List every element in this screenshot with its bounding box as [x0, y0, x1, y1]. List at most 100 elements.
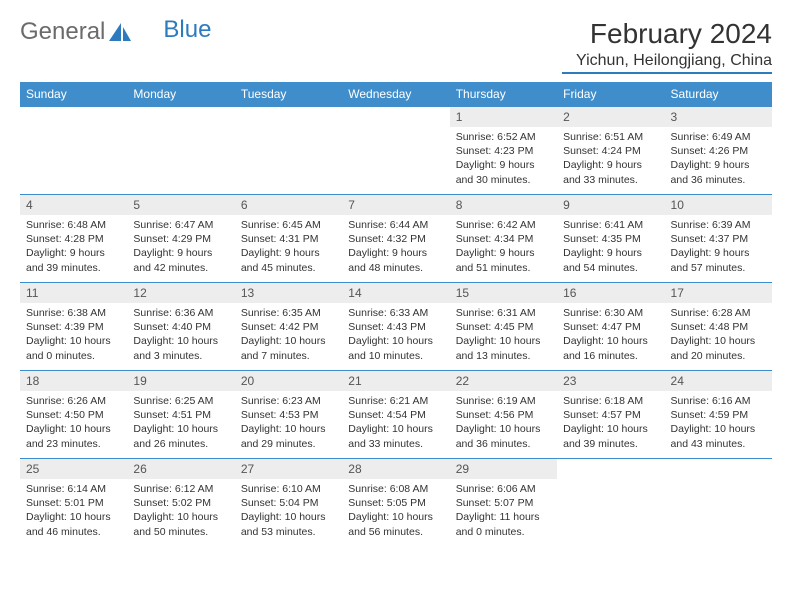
calendar-day: .. — [557, 459, 664, 547]
day-number: 19 — [127, 371, 234, 391]
day-number: 5 — [127, 195, 234, 215]
day-data: Sunrise: 6:51 AMSunset: 4:24 PMDaylight:… — [557, 127, 664, 192]
calendar-body: ........1Sunrise: 6:52 AMSunset: 4:23 PM… — [20, 107, 772, 547]
calendar-day: .. — [342, 107, 449, 195]
day-number: 18 — [20, 371, 127, 391]
day-header: Wednesday — [342, 82, 449, 107]
calendar-day: 3Sunrise: 6:49 AMSunset: 4:26 PMDaylight… — [665, 107, 772, 195]
calendar-day: 9Sunrise: 6:41 AMSunset: 4:35 PMDaylight… — [557, 195, 664, 283]
day-number: 15 — [450, 283, 557, 303]
day-header: Tuesday — [235, 82, 342, 107]
day-data: Sunrise: 6:08 AMSunset: 5:05 PMDaylight:… — [342, 479, 449, 544]
day-number: 2 — [557, 107, 664, 127]
calendar-day: 2Sunrise: 6:51 AMSunset: 4:24 PMDaylight… — [557, 107, 664, 195]
day-number: 1 — [450, 107, 557, 127]
day-number: 24 — [665, 371, 772, 391]
calendar-day: 24Sunrise: 6:16 AMSunset: 4:59 PMDayligh… — [665, 371, 772, 459]
day-data: Sunrise: 6:36 AMSunset: 4:40 PMDaylight:… — [127, 303, 234, 368]
day-number: 14 — [342, 283, 449, 303]
day-data: Sunrise: 6:30 AMSunset: 4:47 PMDaylight:… — [557, 303, 664, 368]
page-header: General Blue February 2024 Yichun, Heilo… — [20, 18, 772, 74]
day-number: 13 — [235, 283, 342, 303]
day-number: 6 — [235, 195, 342, 215]
calendar-day: 27Sunrise: 6:10 AMSunset: 5:04 PMDayligh… — [235, 459, 342, 547]
calendar-day: 10Sunrise: 6:39 AMSunset: 4:37 PMDayligh… — [665, 195, 772, 283]
day-number: 28 — [342, 459, 449, 479]
calendar-day: .. — [20, 107, 127, 195]
logo: General Blue — [20, 18, 211, 46]
day-number: 12 — [127, 283, 234, 303]
calendar-table: SundayMondayTuesdayWednesdayThursdayFrid… — [20, 82, 772, 547]
calendar-day: 13Sunrise: 6:35 AMSunset: 4:42 PMDayligh… — [235, 283, 342, 371]
day-data: Sunrise: 6:47 AMSunset: 4:29 PMDaylight:… — [127, 215, 234, 280]
calendar-day: .. — [235, 107, 342, 195]
day-number: 7 — [342, 195, 449, 215]
day-data: Sunrise: 6:41 AMSunset: 4:35 PMDaylight:… — [557, 215, 664, 280]
calendar-week: 11Sunrise: 6:38 AMSunset: 4:39 PMDayligh… — [20, 283, 772, 371]
calendar-day: 8Sunrise: 6:42 AMSunset: 4:34 PMDaylight… — [450, 195, 557, 283]
day-number: 8 — [450, 195, 557, 215]
calendar-day: 28Sunrise: 6:08 AMSunset: 5:05 PMDayligh… — [342, 459, 449, 547]
day-data: Sunrise: 6:18 AMSunset: 4:57 PMDaylight:… — [557, 391, 664, 456]
calendar-day: 22Sunrise: 6:19 AMSunset: 4:56 PMDayligh… — [450, 371, 557, 459]
day-number: 22 — [450, 371, 557, 391]
calendar-day: 12Sunrise: 6:36 AMSunset: 4:40 PMDayligh… — [127, 283, 234, 371]
day-number: 4 — [20, 195, 127, 215]
calendar-day: 1Sunrise: 6:52 AMSunset: 4:23 PMDaylight… — [450, 107, 557, 195]
day-data: Sunrise: 6:48 AMSunset: 4:28 PMDaylight:… — [20, 215, 127, 280]
day-data: Sunrise: 6:25 AMSunset: 4:51 PMDaylight:… — [127, 391, 234, 456]
day-number: 21 — [342, 371, 449, 391]
day-data: Sunrise: 6:16 AMSunset: 4:59 PMDaylight:… — [665, 391, 772, 456]
title-underline — [562, 72, 772, 74]
logo-text1: General — [20, 18, 105, 46]
calendar-day: 21Sunrise: 6:21 AMSunset: 4:54 PMDayligh… — [342, 371, 449, 459]
day-data: Sunrise: 6:49 AMSunset: 4:26 PMDaylight:… — [665, 127, 772, 192]
calendar-day: 17Sunrise: 6:28 AMSunset: 4:48 PMDayligh… — [665, 283, 772, 371]
day-data: Sunrise: 6:44 AMSunset: 4:32 PMDaylight:… — [342, 215, 449, 280]
day-data: Sunrise: 6:21 AMSunset: 4:54 PMDaylight:… — [342, 391, 449, 456]
calendar-day: 20Sunrise: 6:23 AMSunset: 4:53 PMDayligh… — [235, 371, 342, 459]
day-number: 17 — [665, 283, 772, 303]
calendar-day: 29Sunrise: 6:06 AMSunset: 5:07 PMDayligh… — [450, 459, 557, 547]
day-number: 11 — [20, 283, 127, 303]
calendar-week: 25Sunrise: 6:14 AMSunset: 5:01 PMDayligh… — [20, 459, 772, 547]
day-header: Thursday — [450, 82, 557, 107]
day-data: Sunrise: 6:26 AMSunset: 4:50 PMDaylight:… — [20, 391, 127, 456]
calendar-day: 6Sunrise: 6:45 AMSunset: 4:31 PMDaylight… — [235, 195, 342, 283]
day-header: Friday — [557, 82, 664, 107]
day-header: Sunday — [20, 82, 127, 107]
day-header: Saturday — [665, 82, 772, 107]
calendar-day: 4Sunrise: 6:48 AMSunset: 4:28 PMDaylight… — [20, 195, 127, 283]
day-data: Sunrise: 6:38 AMSunset: 4:39 PMDaylight:… — [20, 303, 127, 368]
calendar-day: 5Sunrise: 6:47 AMSunset: 4:29 PMDaylight… — [127, 195, 234, 283]
day-number: 29 — [450, 459, 557, 479]
day-number: 20 — [235, 371, 342, 391]
day-data: Sunrise: 6:19 AMSunset: 4:56 PMDaylight:… — [450, 391, 557, 456]
day-number: 10 — [665, 195, 772, 215]
logo-text2: Blue — [163, 16, 211, 44]
calendar-day: 25Sunrise: 6:14 AMSunset: 5:01 PMDayligh… — [20, 459, 127, 547]
day-header: Monday — [127, 82, 234, 107]
calendar-day: .. — [127, 107, 234, 195]
day-number: 23 — [557, 371, 664, 391]
calendar-week: ........1Sunrise: 6:52 AMSunset: 4:23 PM… — [20, 107, 772, 195]
logo-sail-icon — [107, 21, 133, 43]
calendar-week: 4Sunrise: 6:48 AMSunset: 4:28 PMDaylight… — [20, 195, 772, 283]
calendar-week: 18Sunrise: 6:26 AMSunset: 4:50 PMDayligh… — [20, 371, 772, 459]
day-data: Sunrise: 6:35 AMSunset: 4:42 PMDaylight:… — [235, 303, 342, 368]
day-data: Sunrise: 6:45 AMSunset: 4:31 PMDaylight:… — [235, 215, 342, 280]
day-data: Sunrise: 6:33 AMSunset: 4:43 PMDaylight:… — [342, 303, 449, 368]
day-data: Sunrise: 6:12 AMSunset: 5:02 PMDaylight:… — [127, 479, 234, 544]
day-number: 26 — [127, 459, 234, 479]
day-data: Sunrise: 6:14 AMSunset: 5:01 PMDaylight:… — [20, 479, 127, 544]
calendar-day: 11Sunrise: 6:38 AMSunset: 4:39 PMDayligh… — [20, 283, 127, 371]
calendar-day: 18Sunrise: 6:26 AMSunset: 4:50 PMDayligh… — [20, 371, 127, 459]
calendar-day: 26Sunrise: 6:12 AMSunset: 5:02 PMDayligh… — [127, 459, 234, 547]
calendar-head: SundayMondayTuesdayWednesdayThursdayFrid… — [20, 82, 772, 107]
calendar-day: 23Sunrise: 6:18 AMSunset: 4:57 PMDayligh… — [557, 371, 664, 459]
day-data: Sunrise: 6:39 AMSunset: 4:37 PMDaylight:… — [665, 215, 772, 280]
calendar-day: 14Sunrise: 6:33 AMSunset: 4:43 PMDayligh… — [342, 283, 449, 371]
day-data: Sunrise: 6:31 AMSunset: 4:45 PMDaylight:… — [450, 303, 557, 368]
day-number: 16 — [557, 283, 664, 303]
day-number: 3 — [665, 107, 772, 127]
